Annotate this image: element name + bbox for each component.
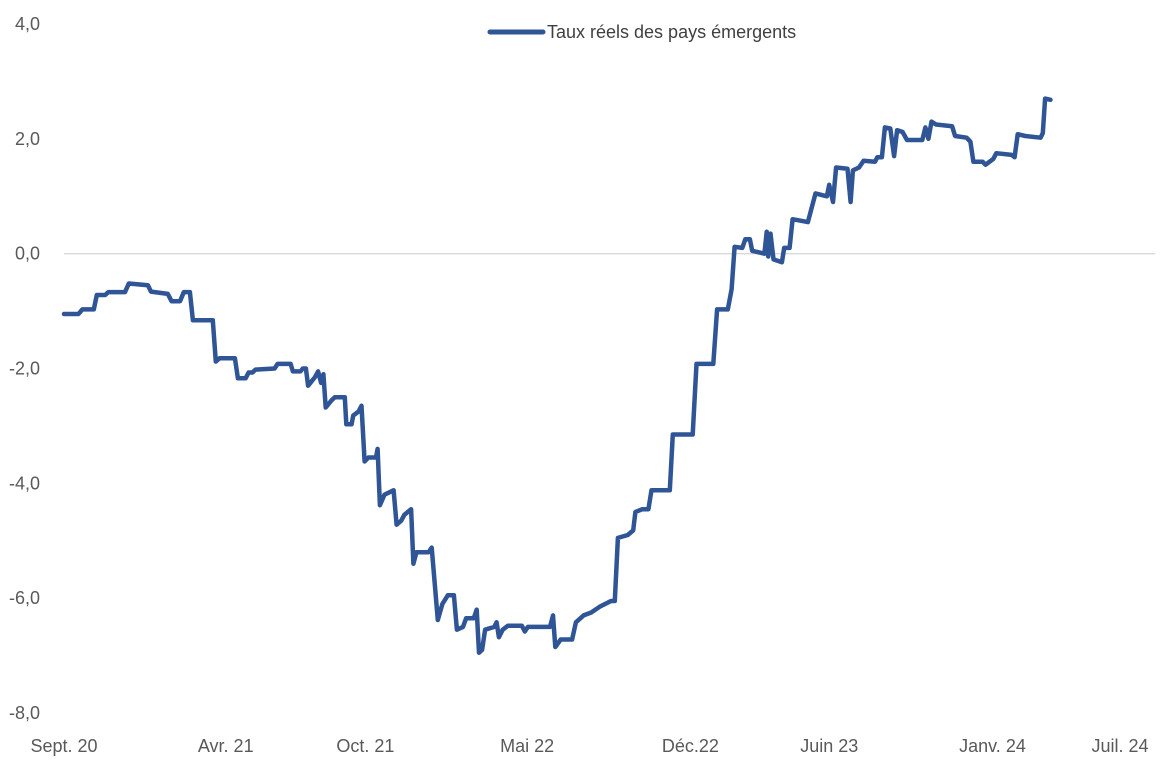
x-tick-label: Mai 22 [500, 736, 554, 756]
x-axis-ticks: Sept. 20 Avr. 21 Oct. 21 Mai 22 Déc.22 Juin 2… [30, 736, 1148, 756]
y-tick-label: -6,0 [9, 588, 40, 608]
y-tick-label: 0,0 [15, 244, 40, 264]
y-tick-label: -4,0 [9, 473, 40, 493]
x-tick-label: Janv. 24 [959, 736, 1026, 756]
x-tick-label: Oct. 21 [336, 736, 394, 756]
x-tick-label: Déc.22 [662, 736, 719, 756]
x-tick-label: Juin 23 [800, 736, 858, 756]
legend: Taux réels des pays émergents [487, 22, 796, 42]
x-tick-label: Sept. 20 [30, 736, 97, 756]
x-tick-label: Avr. 21 [198, 736, 254, 756]
x-tick-label: Juil. 24 [1091, 736, 1148, 756]
y-tick-label: 4,0 [15, 14, 40, 34]
y-tick-label: 2,0 [15, 129, 40, 149]
y-tick-label: -2,0 [9, 359, 40, 379]
y-axis-ticks: 4,0 2,0 0,0 -2,0 -4,0 -6,0 -8,0 [9, 14, 40, 723]
y-tick-label: -8,0 [9, 703, 40, 723]
legend-label-taux-reels: Taux réels des pays émergents [547, 22, 796, 42]
series-line-taux-reels [61, 96, 1053, 655]
series-group [61, 96, 1053, 655]
